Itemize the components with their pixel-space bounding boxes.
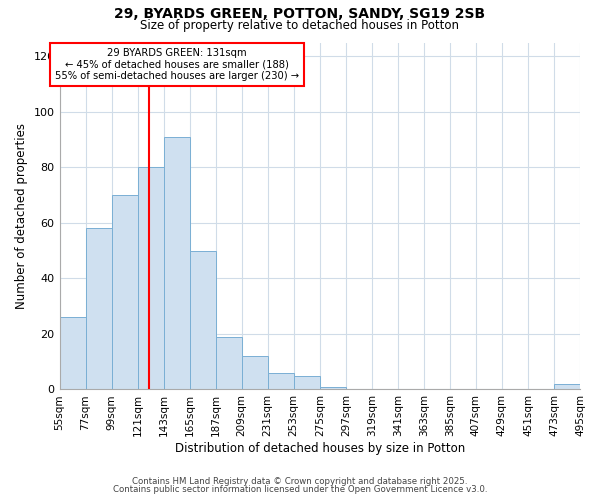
Bar xyxy=(137,168,164,390)
Text: 29, BYARDS GREEN, POTTON, SANDY, SG19 2SB: 29, BYARDS GREEN, POTTON, SANDY, SG19 2S… xyxy=(115,8,485,22)
Y-axis label: Number of detached properties: Number of detached properties xyxy=(15,123,28,309)
Bar xyxy=(112,195,137,390)
Text: Size of property relative to detached houses in Potton: Size of property relative to detached ho… xyxy=(140,18,460,32)
Bar xyxy=(59,318,86,390)
Bar xyxy=(554,384,580,390)
Text: Contains HM Land Registry data © Crown copyright and database right 2025.: Contains HM Land Registry data © Crown c… xyxy=(132,477,468,486)
Text: 29 BYARDS GREEN: 131sqm
← 45% of detached houses are smaller (188)
55% of semi-d: 29 BYARDS GREEN: 131sqm ← 45% of detache… xyxy=(55,48,299,81)
Bar xyxy=(86,228,112,390)
Bar xyxy=(215,336,242,390)
Bar xyxy=(242,356,268,390)
Text: Contains public sector information licensed under the Open Government Licence v3: Contains public sector information licen… xyxy=(113,485,487,494)
Bar xyxy=(268,373,294,390)
Bar xyxy=(164,137,190,390)
Bar xyxy=(294,376,320,390)
X-axis label: Distribution of detached houses by size in Potton: Distribution of detached houses by size … xyxy=(175,442,465,455)
Bar xyxy=(320,386,346,390)
Bar xyxy=(190,250,215,390)
